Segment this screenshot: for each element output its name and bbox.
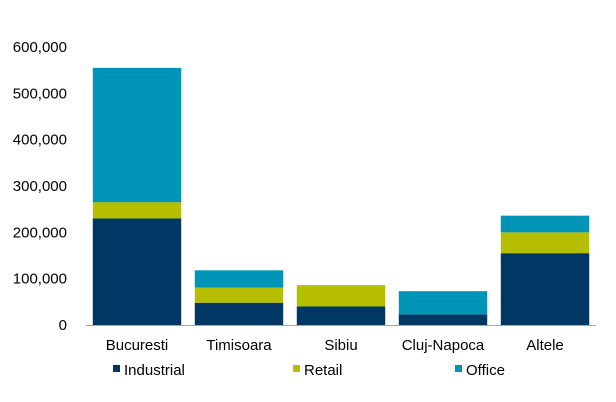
bar-segment-office-timisoara [194, 270, 284, 288]
y-tick-label: 500,000 [13, 85, 67, 102]
bar-segment-retail-bucuresti [92, 202, 182, 219]
x-tick-label: Cluj-Napoca [402, 337, 485, 354]
x-tick-label: Bucuresti [106, 337, 169, 354]
x-tick-label: Altele [526, 337, 564, 354]
y-tick-label: 200,000 [13, 224, 67, 241]
legend: Industrial Retail Office [113, 362, 505, 379]
legend-label: Industrial [124, 362, 185, 379]
bar-segment-office-altele [500, 215, 590, 233]
y-tick-label: 600,000 [13, 39, 67, 56]
legend-swatch [293, 365, 300, 372]
legend-label: Retail [304, 362, 342, 379]
bar-segment-industrial-cluj-napoca [398, 314, 488, 325]
bar-segment-industrial-bucuresti [92, 218, 182, 325]
legend-item-industrial: Industrial [113, 362, 185, 379]
bar-segment-retail-sibiu [296, 285, 386, 307]
y-tick-label: 400,000 [13, 132, 67, 149]
bar-segment-office-cluj-napoca [398, 291, 488, 315]
legend-item-retail: Retail [293, 362, 342, 379]
legend-swatch [113, 365, 120, 372]
bar-segment-industrial-timisoara [194, 302, 284, 325]
legend-label: Office [466, 362, 505, 379]
bar-segment-office-bucuresti [92, 67, 182, 203]
y-tick-label: 100,000 [13, 271, 67, 288]
bar-segment-industrial-altele [500, 253, 590, 325]
bars-group [92, 67, 590, 325]
y-axis-tick-labels: 0 100,000 200,000 300,000 400,000 500,000 600,… [13, 39, 67, 334]
x-axis-tick-labels: Bucuresti Timisoara Sibiu Cluj-Napoca Altele [106, 337, 564, 354]
bar-segment-retail-timisoara [194, 287, 284, 303]
y-tick-label: 300,000 [13, 178, 67, 195]
y-tick-label: 0 [59, 317, 67, 334]
x-tick-label: Timisoara [206, 337, 272, 354]
bar-segment-retail-altele [500, 232, 590, 254]
legend-item-office: Office [455, 362, 505, 379]
bar-segment-industrial-sibiu [296, 306, 386, 325]
legend-swatch [455, 365, 462, 372]
x-tick-label: Sibiu [324, 337, 357, 354]
